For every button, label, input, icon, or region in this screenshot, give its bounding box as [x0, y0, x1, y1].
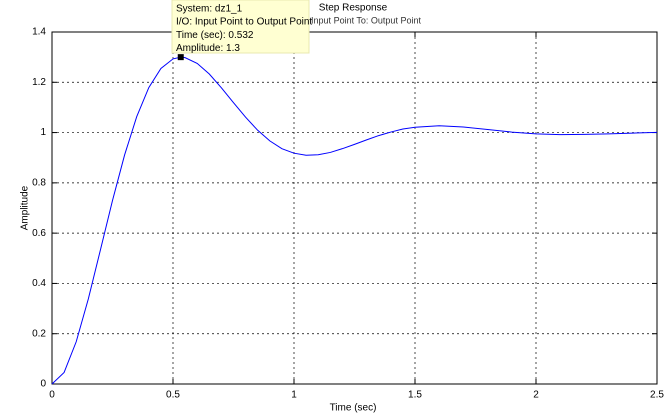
x-axis-label: Time (sec) [330, 403, 377, 414]
y-axis-label: Amplitude [20, 185, 31, 230]
datatip-box [171, 0, 310, 54]
plot-area: 0 0.2 0.4 0.6 0.8 1 1.2 1.4 0 0.5 1 1.5 2 2.5 [32, 27, 664, 401]
y-tick-label: 1.4 [32, 27, 46, 38]
datatip-amplitude: Amplitude: 1.3 [176, 43, 240, 54]
y-tick-label: 0 [40, 379, 46, 390]
y-tick-label: 1.2 [32, 77, 46, 88]
datatip: System: dz1_1 I/O: Input Point to Output… [171, 0, 312, 54]
datatip-line: I/O: Input Point to Output Point [176, 17, 312, 28]
chart-title: Step Response [319, 3, 388, 14]
x-tick-label: 2 [533, 390, 539, 401]
y-tick-label: 0.6 [32, 228, 46, 239]
x-tick-label: 0.5 [166, 390, 180, 401]
datatip-line: System: dz1_1 [176, 4, 243, 15]
y-tick-label: 0.8 [32, 177, 46, 188]
datatip-amplitude-label: Amplitude: [176, 43, 223, 54]
datatip-time: Time (sec): 0.532 [176, 30, 254, 41]
x-tick-label: 0 [49, 390, 55, 401]
y-tick-label: 0.2 [32, 328, 46, 339]
line-series [51, 56, 658, 385]
x-tick-label: 1.5 [408, 390, 422, 401]
datatip-amplitude-value: 1.3 [226, 43, 240, 54]
datatip-time-label: Time (sec): [176, 30, 226, 41]
plot-frame [51, 31, 658, 385]
x-tick-label: 1 [291, 390, 297, 401]
chart-subtitle: From: Input Point To: Output Point [285, 15, 421, 25]
x-tick-label: 2.5 [650, 390, 664, 401]
y-tick-label: 0.4 [32, 278, 46, 289]
y-tick-label: 1 [40, 127, 46, 138]
datatip-time-value: 0.532 [228, 30, 253, 41]
datatip-marker [177, 54, 184, 61]
